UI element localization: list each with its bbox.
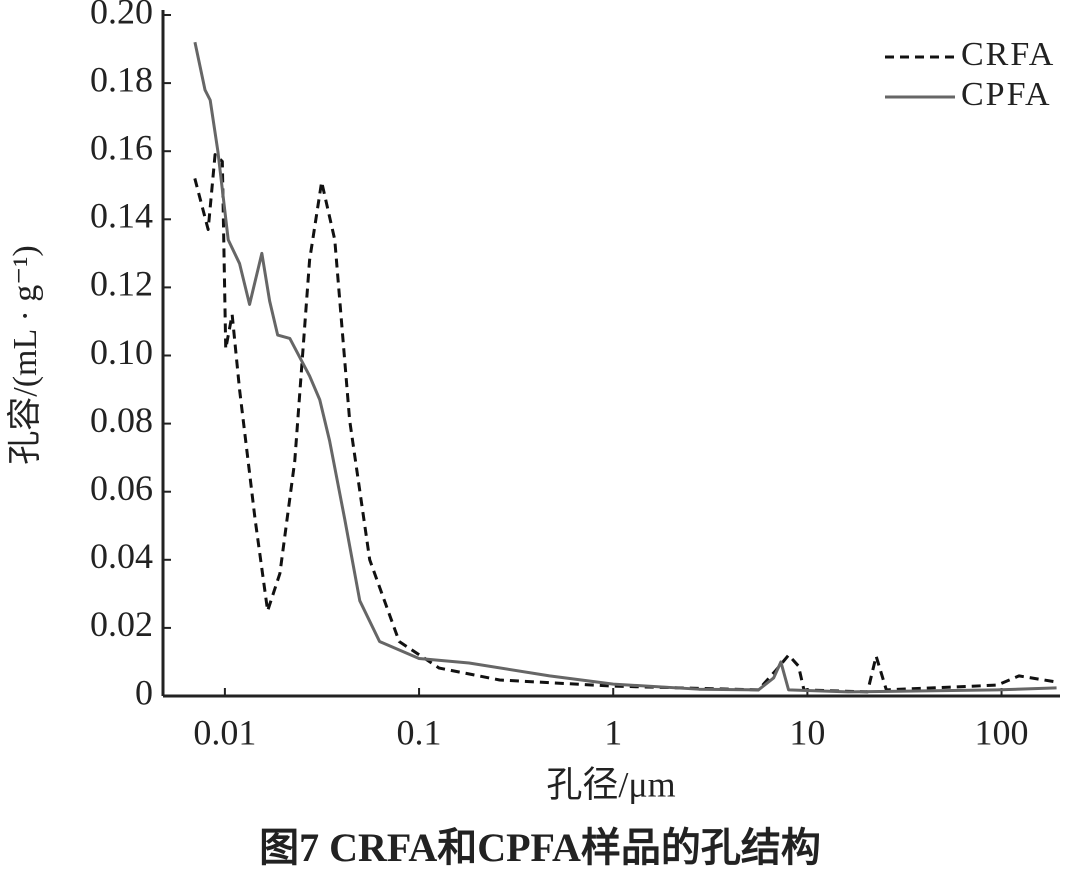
legend-label: CRFA [961,36,1055,73]
x-tick-label: 0.1 [397,712,442,752]
y-tick-label: 0.14 [90,196,153,236]
y-tick-label: 0.12 [90,264,153,304]
y-tick-label: 0.06 [90,468,153,508]
y-axis-label: 孔容/(mL · g⁻¹) [6,245,44,465]
chart-title: 图7 CRFA和CPFA样品的孔结构 [259,825,821,870]
y-tick-label: 0 [135,672,153,712]
legend-label: CPFA [961,76,1052,113]
y-tick-label: 0.20 [90,0,153,31]
y-tick-label: 0.08 [90,400,153,440]
y-tick-label: 0.02 [90,604,153,644]
x-tick-label: 1 [604,712,622,752]
y-tick-label: 0.18 [90,59,153,99]
x-tick-label: 0.01 [193,712,256,752]
y-tick-label: 0.04 [90,536,153,576]
x-tick-label: 10 [789,712,825,752]
x-axis-label: 孔径/μm [546,764,675,804]
y-tick-label: 0.16 [90,127,153,167]
y-tick-label: 0.10 [90,332,153,372]
data-line [193,41,1057,694]
x-tick-label: 100 [975,712,1029,752]
